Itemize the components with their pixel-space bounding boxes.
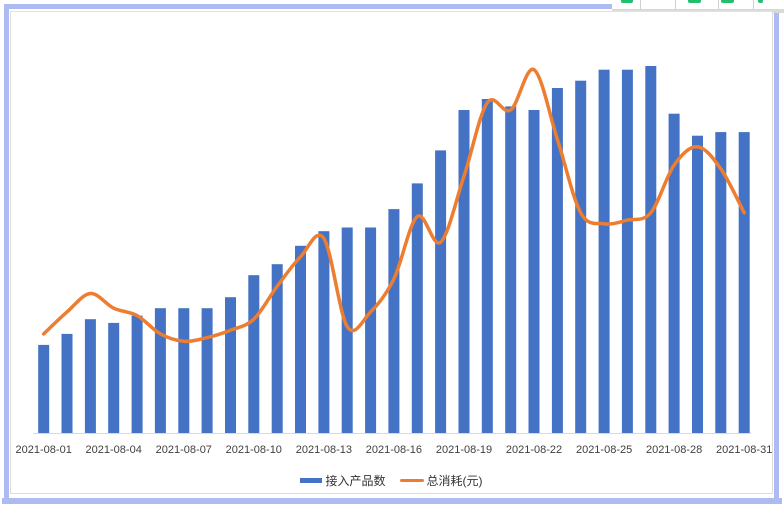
bar-series [38, 66, 750, 434]
bar [388, 209, 400, 433]
x-axis-label: 2021-08-16 [365, 444, 423, 456]
x-axis-label: 2021-08-19 [435, 444, 493, 456]
x-axis-label: 2021-08-28 [645, 444, 703, 456]
legend-item-bar-series[interactable]: 接入产品数 [300, 472, 386, 489]
bar [271, 264, 283, 433]
widget-border-bottom [2, 498, 782, 504]
bar [295, 245, 306, 433]
bar [505, 106, 517, 434]
legend-label-bar-series: 接入产品数 [325, 473, 386, 488]
bar [621, 69, 633, 433]
x-axis-label: 2021-08-04 [85, 444, 142, 456]
bar [692, 135, 703, 433]
bar [225, 297, 236, 433]
bar [178, 308, 190, 433]
toolbar-cell[interactable] [753, 0, 784, 9]
bar [435, 150, 447, 433]
bar [575, 80, 587, 433]
widget-border-top [4, 4, 612, 9]
bar [131, 315, 143, 433]
bar [154, 308, 166, 433]
chart-legend: 接入产品数 总消耗(元) [10, 470, 773, 490]
bar [645, 66, 657, 433]
x-axis-label: 2021-08-01 [15, 444, 72, 456]
toolbar-cell[interactable] [640, 0, 675, 9]
bar [715, 132, 727, 433]
toolbar-fragment [612, 0, 784, 9]
green-icon [721, 0, 734, 3]
toolbar-cell[interactable] [612, 0, 640, 9]
bar [551, 88, 563, 433]
bar-series-swatch-icon [300, 477, 323, 483]
x-axis-label: 2021-08-22 [505, 444, 563, 456]
bar [38, 344, 50, 433]
widget-border-right [774, 9, 779, 503]
bar [481, 99, 493, 433]
bar [248, 275, 260, 433]
legend-item-line-series[interactable]: 总消耗(元) [399, 472, 483, 489]
x-axis-label: 2021-08-13 [295, 444, 353, 456]
bar [528, 110, 540, 433]
bar [668, 113, 680, 433]
bar [458, 110, 470, 433]
bar [598, 69, 610, 433]
widget-border-left [4, 4, 9, 503]
bar [84, 319, 96, 433]
bar [341, 227, 353, 433]
green-icon [688, 0, 701, 3]
bar [318, 231, 330, 433]
green-icon [621, 0, 633, 3]
legend-label-line-series: 总消耗(元) [426, 473, 483, 488]
toolbar-cell[interactable] [718, 0, 753, 9]
bar [61, 333, 73, 433]
x-axis-label: 2021-08-10 [225, 444, 282, 456]
bar [201, 308, 213, 433]
bar [365, 227, 377, 433]
toolbar-cell[interactable] [675, 0, 718, 9]
x-axis-label: 2021-08-25 [575, 444, 633, 456]
line-series-swatch-icon [399, 478, 424, 482]
bar [108, 322, 120, 433]
bar [738, 132, 750, 433]
x-axis-label: 2021-08-31 [716, 444, 773, 456]
green-icon [758, 0, 763, 3]
line-series [41, 67, 746, 344]
bar [411, 183, 423, 433]
x-axis-label: 2021-08-07 [155, 444, 212, 456]
